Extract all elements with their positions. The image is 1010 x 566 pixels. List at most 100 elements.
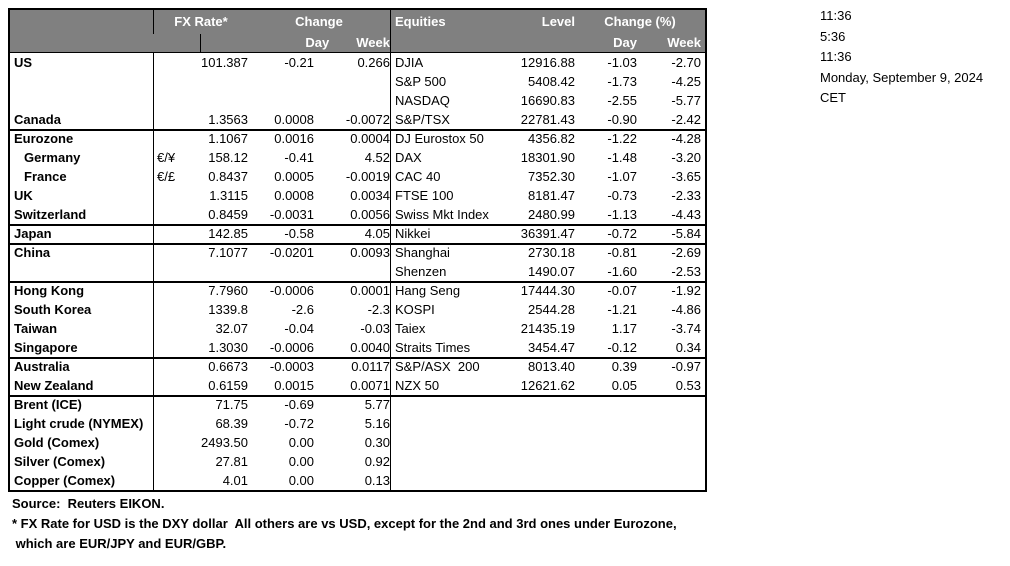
time-line-1: 11:36 — [820, 8, 852, 23]
equity-level-cell: 16690.83 — [520, 93, 575, 108]
equity-week-change-cell — [637, 433, 705, 452]
fx-rate-cell: 1.3563 — [208, 112, 248, 127]
table-row: France €/£ 0.8437 0.0005 -0.0019 CAC 40 7352.3… — [10, 167, 705, 186]
equity-day-change-cell — [575, 433, 637, 452]
fx-rate-cell — [180, 72, 248, 91]
fx-week-change-cell — [314, 91, 390, 110]
fx-header-left: FX Rate* Change — [10, 10, 391, 34]
equity-level-cell — [503, 433, 575, 452]
equity-week-change-cell: -3.74 — [671, 321, 701, 336]
fx-name-cell: France — [10, 167, 154, 186]
equity-week-change-cell: -4.43 — [671, 207, 701, 222]
equity-row-section: DAX 18301.90 -1.48 -3.20 — [391, 148, 705, 167]
fx-pair-cell — [154, 433, 180, 452]
timezone-line: CET — [820, 90, 846, 105]
fx-week-change-cell: -2.3 — [367, 302, 390, 317]
fx-week-change-cell: 0.0034 — [350, 188, 390, 203]
equity-week-change-cell: 0.53 — [675, 378, 701, 393]
fx-rate-cell: 7.7960 — [208, 283, 248, 298]
equity-row-section — [391, 397, 705, 414]
fx-row-section: Switzerland 0.8459 -0.0031 0.0056 — [10, 205, 391, 224]
fx-pair-cell: €/£ — [157, 169, 176, 184]
fx-pair-cell — [154, 319, 180, 338]
time-line-2: 5:36 — [820, 28, 846, 44]
equity-level-cell: 2480.99 — [528, 207, 575, 222]
fx-week-change-cell: -0.0072 — [345, 112, 390, 127]
fx-name-cell: Taiwan — [10, 319, 154, 338]
equity-week-change-cell — [637, 397, 705, 414]
equity-week-change-cell: -2.53 — [671, 264, 701, 279]
fx-week-change-cell: 0.30 — [364, 435, 390, 450]
equity-name-cell: Shanghai — [395, 245, 450, 260]
fx-row-section: Gold (Comex) 2493.50 0.00 0.30 — [10, 433, 391, 452]
fx-day-change-cell: -0.41 — [284, 150, 314, 165]
equity-week-change-cell: -5.77 — [671, 93, 701, 108]
fx-week-change-cell — [314, 262, 390, 281]
equity-week-change-cell: -2.33 — [671, 188, 701, 203]
equity-level-cell: 5408.42 — [528, 74, 575, 89]
fx-row-section: France €/£ 0.8437 0.0005 -0.0019 — [10, 167, 391, 186]
fx-day-change-cell: -0.0006 — [269, 340, 314, 355]
fx-row-section: Brent (ICE) 71.75 -0.69 5.77 — [10, 397, 391, 414]
fx-row-section: Light crude (NYMEX) 68.39 -0.72 5.16 — [10, 414, 391, 433]
equity-row-section: DJIA 12916.88 -1.03 -2.70 — [391, 53, 705, 72]
fx-row-section: China 7.1077 -0.0201 0.0093 — [10, 245, 391, 262]
equity-week-change-cell: -5.84 — [671, 226, 701, 241]
equity-row-section: S&P/TSX 22781.43 -0.90 -2.42 — [391, 110, 705, 129]
fx-row-section — [10, 91, 391, 110]
equity-level-cell: 4356.82 — [528, 131, 575, 146]
fx-name-cell — [10, 91, 154, 110]
fx-row-section: Eurozone 1.1067 0.0016 0.0004 — [10, 131, 391, 148]
table-row: Light crude (NYMEX) 68.39 -0.72 5.16 — [10, 414, 705, 433]
equity-name-cell: NZX 50 — [395, 378, 440, 393]
equity-name-cell: DJIA — [395, 55, 424, 70]
fx-name-cell: US — [10, 53, 154, 72]
fx-row-section: UK 1.3115 0.0008 0.0034 — [10, 186, 391, 205]
equity-day-change-cell: 0.39 — [611, 359, 637, 374]
fx-week-header: Week — [356, 35, 390, 50]
table-rows: US 101.387 -0.21 0.266 DJIA 12916.88 -1.03 -2.7… — [10, 53, 705, 490]
fx-day-change-cell: -2.6 — [291, 302, 314, 317]
fx-name-cell: Gold (Comex) — [10, 433, 154, 452]
equity-name-cell: FTSE 100 — [395, 188, 454, 203]
equity-day-change-cell: -1.21 — [607, 302, 637, 317]
fx-pair-cell — [154, 262, 180, 281]
fx-row-section: South Korea 1339.8 -2.6 -2.3 — [10, 300, 391, 319]
equity-day-change-cell: -0.73 — [607, 188, 637, 203]
equity-week-change-cell: -4.28 — [671, 131, 701, 146]
equity-row-section: CAC 40 7352.30 -1.07 -3.65 — [391, 167, 705, 186]
fx-day-change-cell — [248, 72, 314, 91]
table-row: Eurozone 1.1067 0.0016 0.0004 DJ Eurostox 50… — [10, 129, 705, 148]
footnote-line-1: * FX Rate for USD is the DXY dollar All … — [12, 516, 677, 531]
fx-name-cell — [10, 72, 154, 91]
fx-day-change-cell: -0.04 — [284, 321, 314, 336]
fx-pair-cell — [154, 471, 180, 490]
table-row: US 101.387 -0.21 0.266 DJIA 12916.88 -1.03 -2.7… — [10, 53, 705, 72]
table-row: China 7.1077 -0.0201 0.0093 Shanghai 2730.18 -… — [10, 243, 705, 262]
equity-level-cell: 17444.30 — [520, 283, 575, 298]
table-row: Hong Kong 7.7960 -0.0006 0.0001 Hang Seng 174… — [10, 281, 705, 300]
fx-day-change-cell: -0.0006 — [269, 283, 314, 298]
fx-rate-cell: 0.8437 — [208, 169, 248, 184]
equity-level-cell — [503, 452, 575, 471]
fx-week-change-cell: 0.13 — [364, 473, 390, 488]
fx-week-change-cell: 0.266 — [357, 55, 390, 70]
equity-week-change-cell: -4.86 — [671, 302, 701, 317]
equity-level-cell: 7352.30 — [528, 169, 575, 184]
fx-name-cell: Hong Kong — [10, 283, 154, 300]
equity-row-section: Straits Times 3454.47 -0.12 0.34 — [391, 338, 705, 357]
fx-pair-cell — [154, 397, 180, 414]
table-row: Shenzen 1490.07 -1.60 -2.53 — [10, 262, 705, 281]
fx-pair-cell — [154, 376, 180, 395]
header-spacer-right — [391, 34, 575, 52]
fx-day-change-cell: -0.0031 — [269, 207, 314, 222]
fx-rate-cell: 0.6159 — [208, 378, 248, 393]
fx-rate-cell: 7.1077 — [208, 245, 248, 260]
fx-week-change-cell: 0.0056 — [350, 207, 390, 222]
equity-day-change-cell: -0.12 — [607, 340, 637, 355]
timestamp-block: 11:36 5:36 11:36 Monday, September 9, 20… — [820, 6, 983, 109]
fx-pair-cell — [154, 414, 180, 433]
market-data-table: FX Rate* Change Equities Level Change (%… — [8, 8, 707, 492]
equity-week-change-cell — [637, 414, 705, 433]
